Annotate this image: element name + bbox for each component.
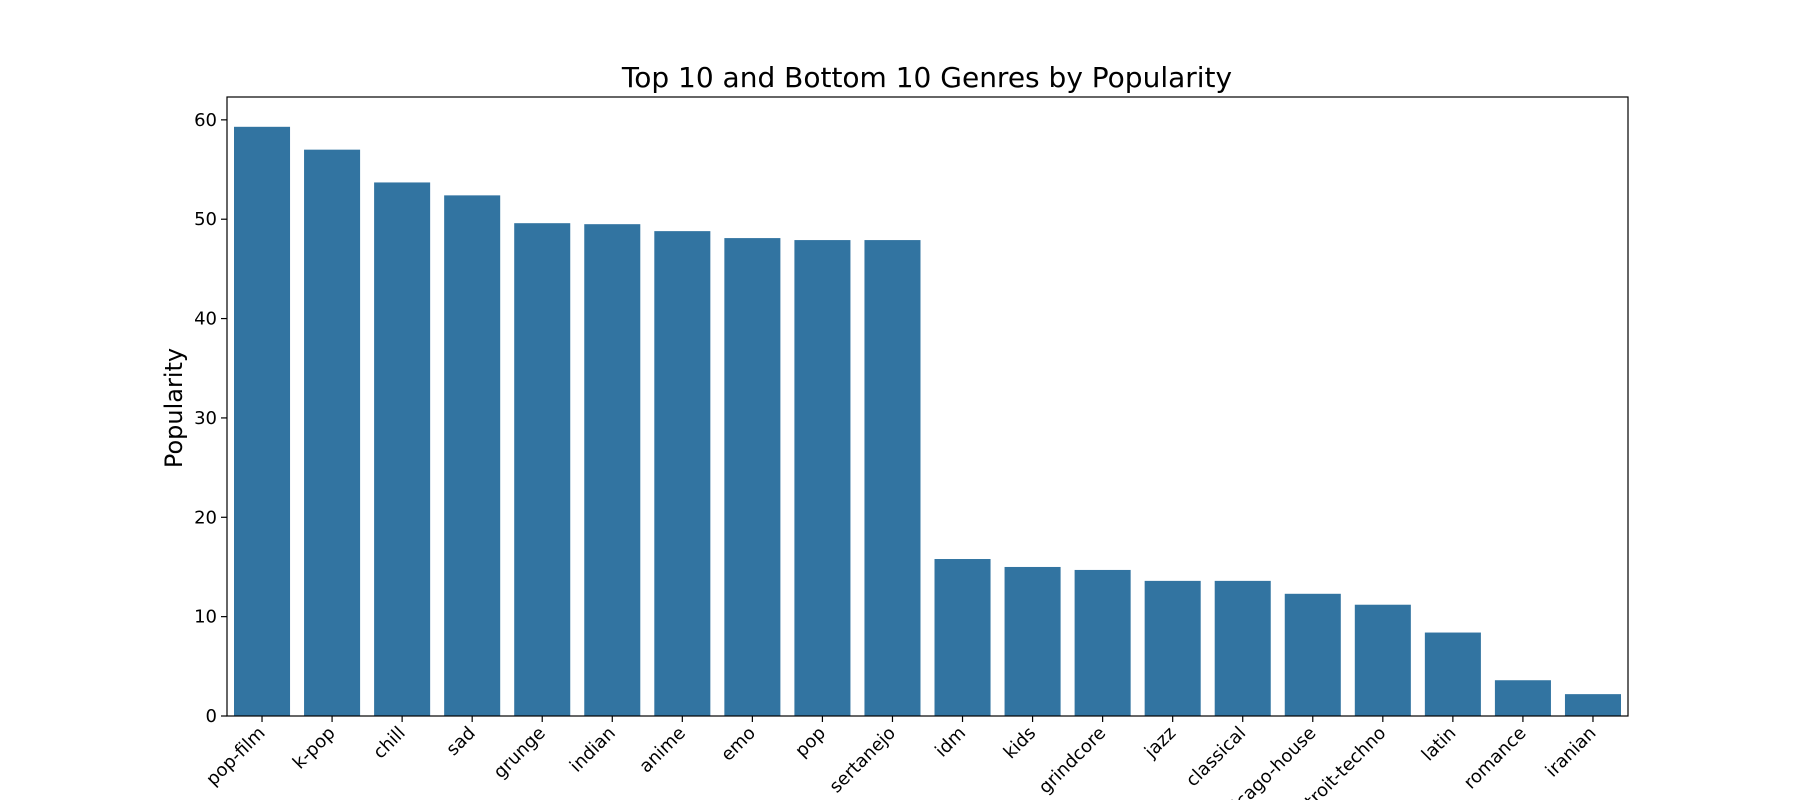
y-axis-ticks: 0 10 20 30 40 50 60 — [194, 110, 227, 727]
x-tick-label: sertanejo — [825, 723, 900, 798]
y-tick-label: 0 — [206, 706, 217, 727]
bar-detroit-techno — [1354, 604, 1411, 716]
y-tick-label: 10 — [194, 607, 217, 628]
bar-emo — [724, 238, 781, 716]
bar-chill — [374, 182, 431, 717]
bar-romance — [1494, 680, 1551, 716]
x-tick-label: grindcore — [1035, 723, 1110, 798]
bar-pop — [794, 240, 851, 716]
x-tick-label: pop-film — [202, 723, 269, 790]
x-tick-label: pop — [791, 723, 830, 762]
x-tick-label: k-pop — [289, 723, 340, 774]
bar-iranian — [1564, 694, 1621, 716]
bars-group — [234, 126, 1621, 717]
bar-sertanejo — [864, 240, 921, 716]
x-tick-label: jazz — [1140, 723, 1180, 763]
x-tick-label: idm — [931, 723, 970, 762]
bar-classical — [1214, 580, 1271, 716]
y-tick-label: 50 — [194, 209, 217, 230]
y-axis-label: Popularity — [160, 348, 188, 468]
y-tick-label: 30 — [194, 408, 217, 429]
bar-anime — [654, 231, 711, 716]
y-tick-label: 40 — [194, 309, 217, 330]
x-tick-label: kids — [1000, 723, 1040, 763]
plot-frame — [226, 96, 1629, 717]
chart-title: Top 10 and Bottom 10 Genres by Popularit… — [621, 61, 1232, 94]
x-tick-label: grunge — [490, 723, 550, 783]
bar-kids — [1004, 566, 1061, 716]
x-tick-label: latin — [1418, 723, 1461, 766]
bar-grindcore — [1074, 569, 1131, 716]
bar-pop-film — [234, 126, 291, 717]
bar-k-pop — [304, 149, 361, 716]
bar-jazz — [1144, 580, 1201, 716]
bar-idm — [934, 559, 991, 716]
x-tick-label: anime — [635, 723, 689, 777]
x-tick-label: iranian — [1542, 723, 1601, 782]
x-tick-label: romance — [1460, 723, 1531, 794]
bar-indian — [584, 224, 641, 717]
bar-sad — [444, 195, 501, 716]
x-axis-ticks: pop-film k-pop chill sad grunge indian anime em… — [202, 716, 1601, 800]
bar-grunge — [514, 223, 571, 717]
x-tick-label: classical — [1182, 723, 1250, 791]
bar-chicago-house — [1284, 593, 1341, 716]
y-tick-label: 60 — [194, 110, 217, 131]
bar-latin — [1424, 632, 1481, 716]
x-tick-label: chill — [369, 723, 410, 764]
x-tick-label: emo — [717, 723, 760, 766]
y-tick-label: 20 — [194, 507, 217, 528]
x-tick-label: sad — [442, 723, 479, 760]
x-tick-label: indian — [566, 723, 620, 777]
